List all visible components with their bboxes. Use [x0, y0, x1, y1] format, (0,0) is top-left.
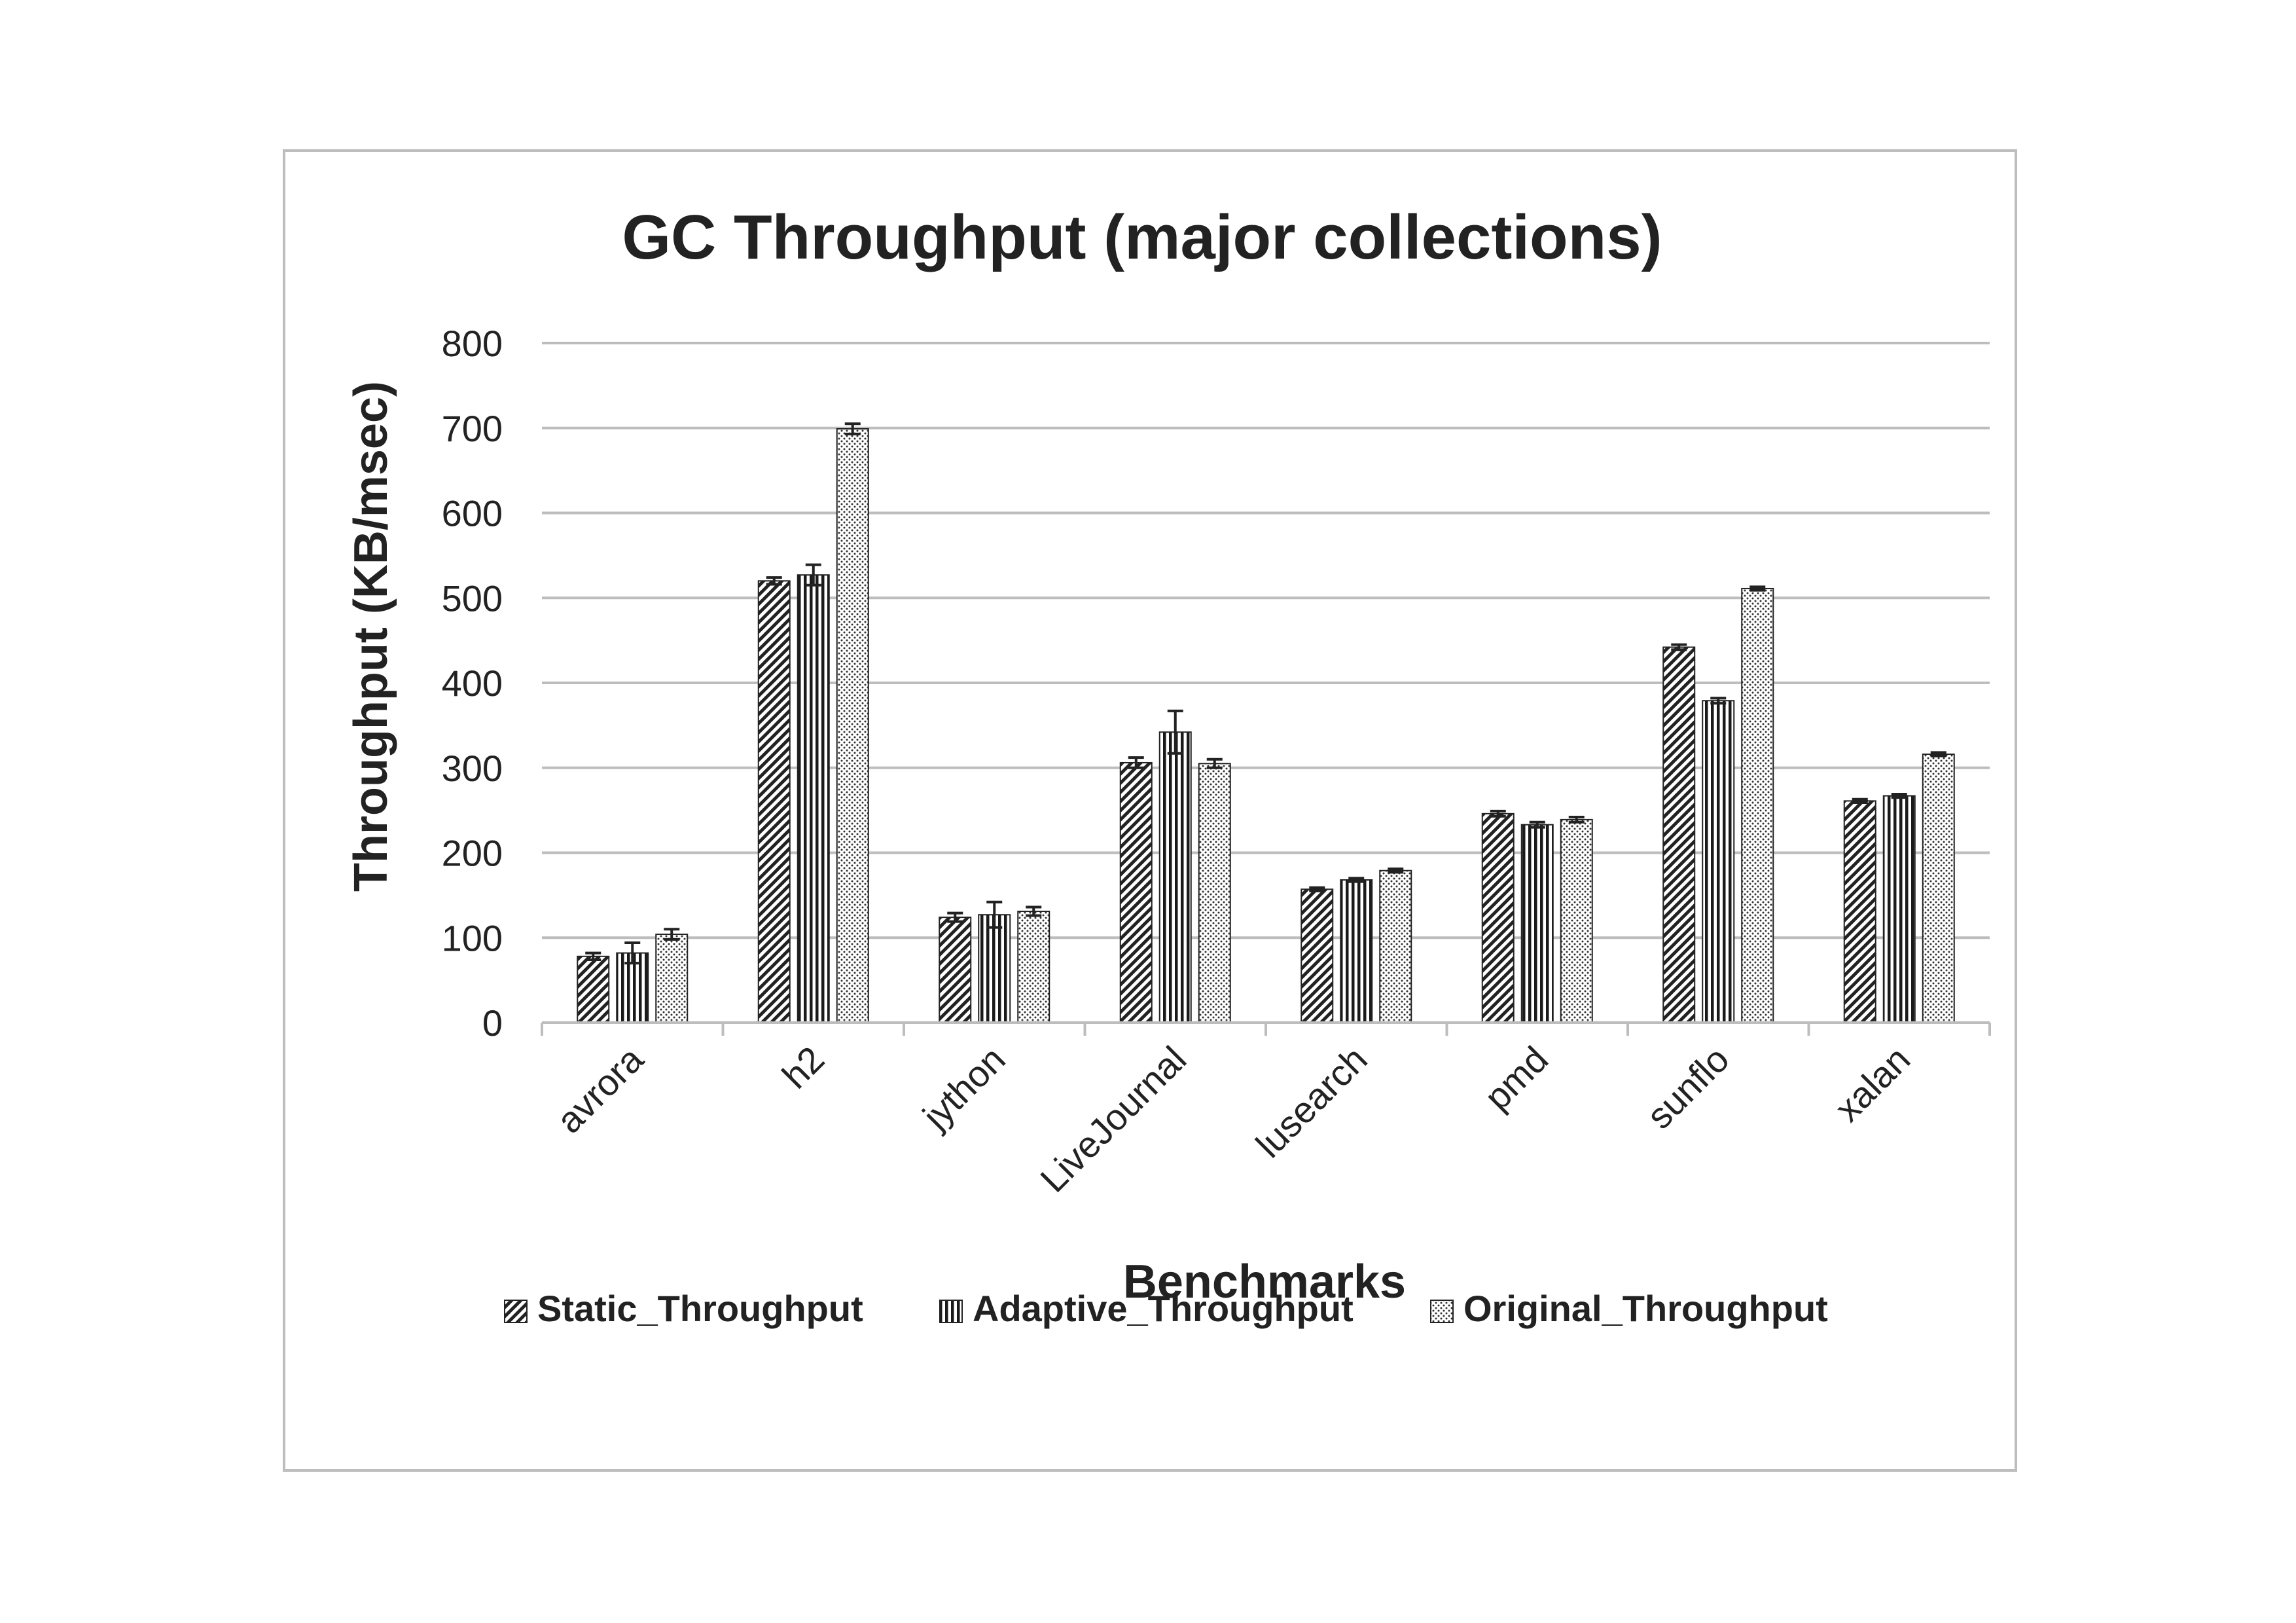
error-bar [1749, 585, 1766, 592]
bar-h2-adaptive-throughput [797, 574, 830, 1023]
legend-swatch [504, 1300, 528, 1323]
bar-sunflo-static-throughput [1662, 646, 1696, 1023]
error-bar [1128, 756, 1144, 769]
error-bar [766, 576, 782, 586]
error-bar [1930, 751, 1946, 757]
x-tick-label-jython: jython [914, 1038, 1013, 1138]
bar-pmd-original-throughput [1560, 818, 1593, 1024]
legend-swatch [1430, 1300, 1454, 1323]
error-bar [1490, 809, 1506, 818]
bar-jython-adaptive-throughput [978, 914, 1011, 1024]
error-bar [1348, 877, 1365, 883]
error-bar [664, 928, 680, 941]
bar-xalan-original-throughput [1922, 753, 1955, 1023]
error-bar [1891, 792, 1907, 799]
x-tick-label-livejournal: LiveJournal [1032, 1038, 1194, 1200]
y-axis-title: Throughput (KB/msec) [345, 381, 397, 892]
y-tick-label: 300 [442, 748, 503, 789]
y-tick-label: 0 [482, 1002, 503, 1044]
x-tick-label-h2: h2 [774, 1038, 833, 1097]
legend-item-static-throughput: Static_Throughput [504, 1288, 863, 1329]
y-axis-ticks: 0 100 200 300 400 500 600 700 800 [442, 323, 503, 1044]
legend-label: Original_Throughput [1463, 1288, 1828, 1329]
x-tick-label-lusearch: lusearch [1248, 1038, 1375, 1165]
error-bar [1852, 797, 1868, 804]
error-bar [1167, 709, 1183, 755]
gc-throughput-chart: GC Throughput (major collections) 0 100 20… [345, 202, 1991, 1329]
error-bar [1388, 867, 1404, 874]
x-tick-label-avrora: avrora [548, 1038, 651, 1140]
legend-label: Static_Throughput [537, 1288, 863, 1329]
y-tick-label: 100 [442, 917, 503, 958]
bar-avrora-static-throughput [577, 955, 610, 1024]
y-tick-label: 600 [442, 493, 503, 534]
bar-pmd-static-throughput [1481, 812, 1515, 1023]
bar-avrora-adaptive-throughput [616, 952, 649, 1023]
x-axis-tick-labels: avrora h2 jython LiveJournal lusearch pmd sunf… [548, 1038, 1918, 1200]
legend-label: Adaptive_Throughput [973, 1288, 1354, 1329]
chart-title: GC Throughput (major collections) [622, 202, 1662, 272]
error-bar [1309, 886, 1325, 892]
x-axis-title: Benchmarks [1123, 1256, 1406, 1308]
bar-lusearch-adaptive-throughput [1340, 879, 1373, 1024]
bar-jython-static-throughput [939, 917, 972, 1023]
bar-pmd-adaptive-throughput [1520, 824, 1554, 1023]
chart-frame: GC Throughput (major collections) 0 100 20… [283, 149, 2017, 1472]
bar-h2-original-throughput [836, 428, 869, 1023]
error-bar [844, 422, 861, 435]
x-tick-label-xalan: xalan [1827, 1038, 1918, 1129]
error-bar [1206, 757, 1223, 769]
error-bar [986, 900, 1003, 929]
x-axis [541, 1021, 1991, 1036]
bar-lusearch-original-throughput [1379, 869, 1412, 1024]
bar-lusearch-static-throughput [1300, 888, 1334, 1023]
error-bar [1529, 820, 1545, 829]
legend: Static_Throughput Adaptive_Throughput Orig… [504, 1288, 1828, 1329]
y-tick-label: 400 [442, 663, 503, 704]
bar-sunflo-adaptive-throughput [1702, 700, 1735, 1023]
bar-livejournal-original-throughput [1198, 763, 1231, 1023]
error-bar [1710, 697, 1727, 705]
error-bar [1671, 643, 1687, 651]
bar-sunflo-original-throughput [1741, 587, 1774, 1023]
bar-xalan-adaptive-throughput [1882, 795, 1916, 1023]
error-bar [624, 941, 641, 965]
legend-item-original-throughput: Original_Throughput [1430, 1288, 1828, 1329]
x-tick-label-pmd: pmd [1477, 1038, 1556, 1118]
bar-h2-static-throughput [757, 580, 791, 1023]
y-tick-label: 800 [442, 323, 503, 364]
error-bar [947, 911, 963, 923]
bar-livejournal-adaptive-throughput [1158, 731, 1192, 1023]
bar-jython-original-throughput [1017, 911, 1050, 1023]
bar-livejournal-static-throughput [1119, 761, 1153, 1024]
bar-avrora-original-throughput [655, 934, 689, 1024]
legend-item-adaptive-throughput: Adaptive_Throughput [939, 1288, 1354, 1329]
y-tick-label: 200 [442, 833, 503, 874]
bar-xalan-static-throughput [1843, 800, 1876, 1023]
y-tick-label: 500 [442, 577, 503, 619]
y-tick-label: 700 [442, 408, 503, 449]
legend-swatch [939, 1300, 963, 1323]
error-bar [805, 563, 821, 587]
x-tick-label-sunflo: sunflo [1639, 1038, 1737, 1137]
error-bar [585, 951, 601, 961]
error-bar [1568, 816, 1585, 824]
error-bar [1026, 905, 1042, 917]
bars [577, 422, 1955, 1024]
